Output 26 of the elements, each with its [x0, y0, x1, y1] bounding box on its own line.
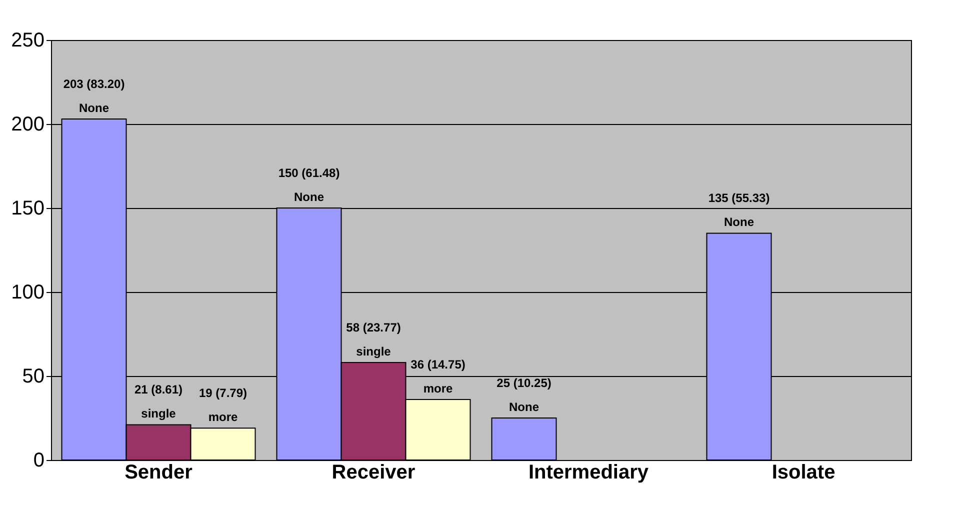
data-label: 135 (55.33)	[708, 191, 770, 206]
x-tick-label: Isolate	[772, 462, 836, 484]
text: None	[294, 190, 324, 204]
series-label: more	[208, 410, 238, 424]
data-label: 203 (83.20)	[63, 76, 125, 91]
text: None	[724, 215, 754, 230]
x-tick-label: Sender	[124, 462, 193, 484]
data-label: 21 (8.61)	[134, 382, 183, 397]
data-label: 150 (61.48)	[278, 166, 340, 180]
data-label: 36 (14.75)	[410, 358, 466, 372]
series-label: None	[79, 100, 110, 115]
y-tick-label: 50	[22, 366, 44, 388]
y-tick-label: 200	[11, 114, 44, 136]
data-label: 25 (10.25)	[496, 376, 552, 390]
x-tick-label: Intermediary	[528, 462, 650, 484]
series-label: single	[141, 406, 176, 421]
text: single	[356, 344, 391, 359]
y-tick-label: 250	[11, 30, 44, 52]
x-tick-label: Receiver	[332, 462, 416, 484]
y-tick-label: 150	[11, 198, 44, 220]
y-tick-label: 100	[11, 282, 44, 304]
text: more	[423, 382, 453, 396]
y-tick-label: 0	[33, 450, 44, 472]
data-label: 19 (7.79)	[198, 386, 248, 400]
text: None	[509, 400, 539, 414]
data-label: 58 (23.77)	[346, 320, 401, 335]
